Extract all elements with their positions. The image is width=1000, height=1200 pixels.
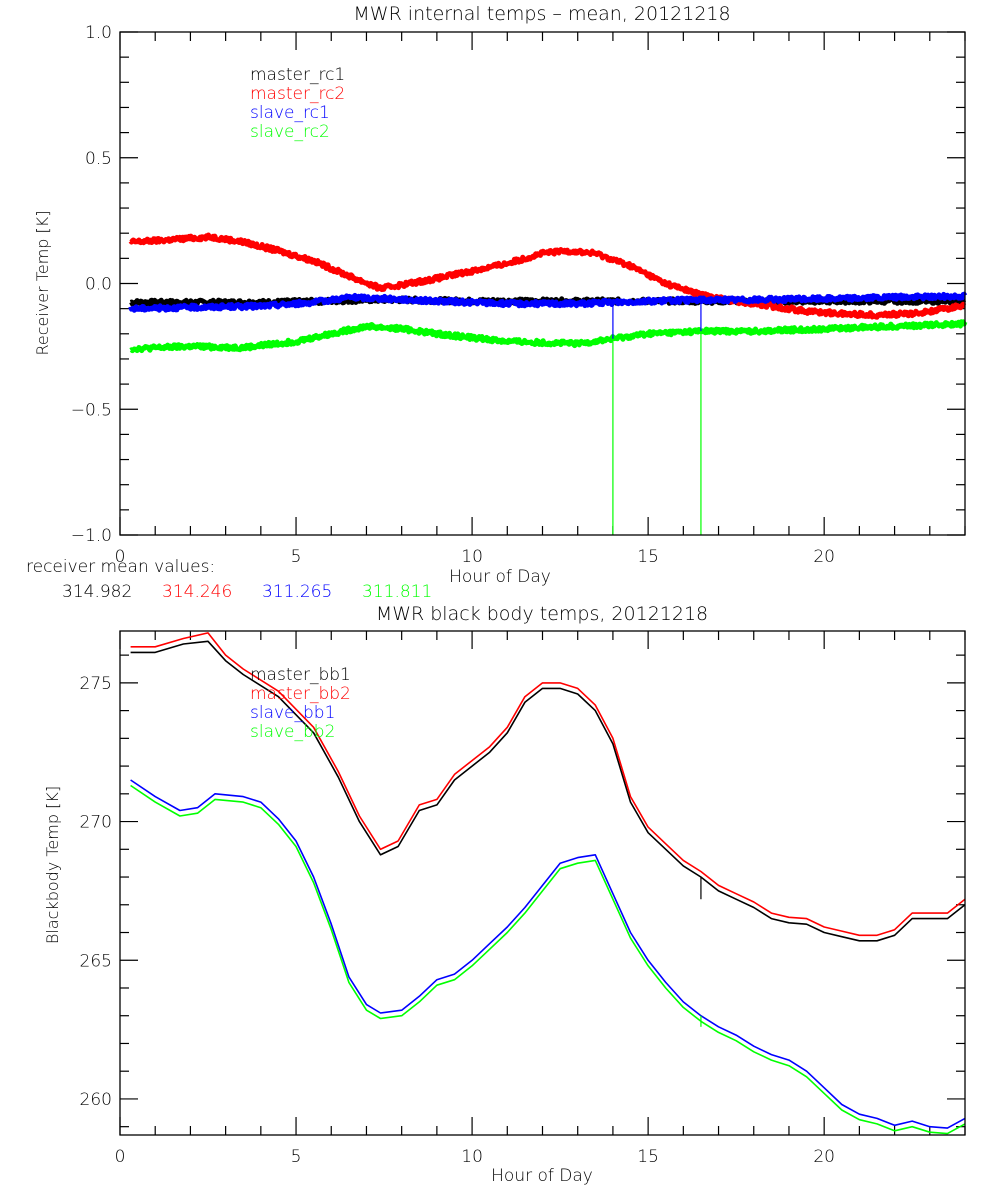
- legend-entry: master_bb1: [250, 665, 351, 685]
- y-axis-label: Blackbody Temp [K]: [43, 786, 62, 944]
- y-tick-label: 0.5: [85, 149, 112, 169]
- series-line-slave_rc2: [129, 319, 968, 354]
- x-tick-label: 0: [115, 1147, 126, 1167]
- x-tick-label: 10: [461, 1147, 483, 1167]
- x-tick-label: 5: [291, 1147, 302, 1167]
- series-line-master_bb2: [130, 632, 966, 937]
- x-tick-label: 15: [637, 547, 659, 567]
- y-tick-label: −0.5: [71, 400, 112, 420]
- plot-frame: [119, 31, 966, 536]
- x-tick-label: 0: [115, 547, 126, 567]
- x-axis-label: Hour of Day: [449, 567, 551, 587]
- legend-entry: slave_rc1: [250, 103, 330, 123]
- x-tick-label: 20: [813, 547, 835, 567]
- legend-entry: master_rc1: [250, 65, 345, 85]
- legend-entry: slave_rc2: [250, 122, 330, 142]
- legend-entry: master_bb2: [250, 684, 351, 704]
- series-line-slave_rc1: [128, 291, 968, 313]
- series-line-master_rc2: [128, 232, 967, 320]
- receiver-mean-value: 314.982: [62, 582, 132, 602]
- receiver-temp-plot: MWR internal temps – mean, 20121218 0 5 10…: [33, 3, 968, 587]
- series-lines: [130, 632, 966, 1135]
- y-tick-label: 270: [80, 813, 112, 833]
- receiver-mean-label: receiver mean values:: [26, 557, 215, 577]
- axis-ticks: 0 5 10 15 20 260 265 270 275: [80, 631, 966, 1167]
- y-tick-label: 1.0: [85, 23, 112, 43]
- legend-entry: slave_bb1: [250, 703, 335, 723]
- receiver-mean-value: 311.265: [262, 582, 332, 602]
- plot-frame: [119, 630, 966, 1136]
- y-tick-label: −1.0: [71, 526, 112, 546]
- axis-ticks: 0 5 10 15 20 −1.0 −0.5 0.0 0.5 1.0: [71, 23, 966, 567]
- x-tick-label: 10: [461, 547, 483, 567]
- x-tick-label: 5: [291, 547, 302, 567]
- x-tick-label: 20: [813, 1147, 835, 1167]
- series-line-slave_bb1: [130, 779, 966, 1129]
- series-line-slave_bb2: [130, 784, 966, 1135]
- y-tick-label: 0.0: [85, 275, 112, 295]
- blackbody-temp-plot: MWR black body temps, 20121218 0 5 10 15 20 2…: [43, 603, 966, 1186]
- x-tick-label: 15: [637, 1147, 659, 1167]
- y-tick-label: 265: [80, 951, 112, 971]
- chart-title: MWR black body temps, 20121218: [376, 603, 708, 625]
- x-axis-label: Hour of Day: [491, 1166, 593, 1186]
- legend-entry: master_rc2: [250, 84, 345, 104]
- y-tick-label: 260: [80, 1090, 112, 1110]
- y-axis-label: Receiver Temp [K]: [33, 210, 52, 355]
- y-tick-label: 275: [80, 674, 112, 694]
- receiver-mean-value: 314.246: [162, 582, 232, 602]
- series-line-master_bb1: [130, 640, 966, 942]
- receiver-mean-value: 311.811: [362, 582, 432, 602]
- series-lines: [128, 232, 968, 535]
- chart-title: MWR internal temps – mean, 20121218: [353, 3, 730, 25]
- legend-entry: slave_bb2: [250, 722, 335, 742]
